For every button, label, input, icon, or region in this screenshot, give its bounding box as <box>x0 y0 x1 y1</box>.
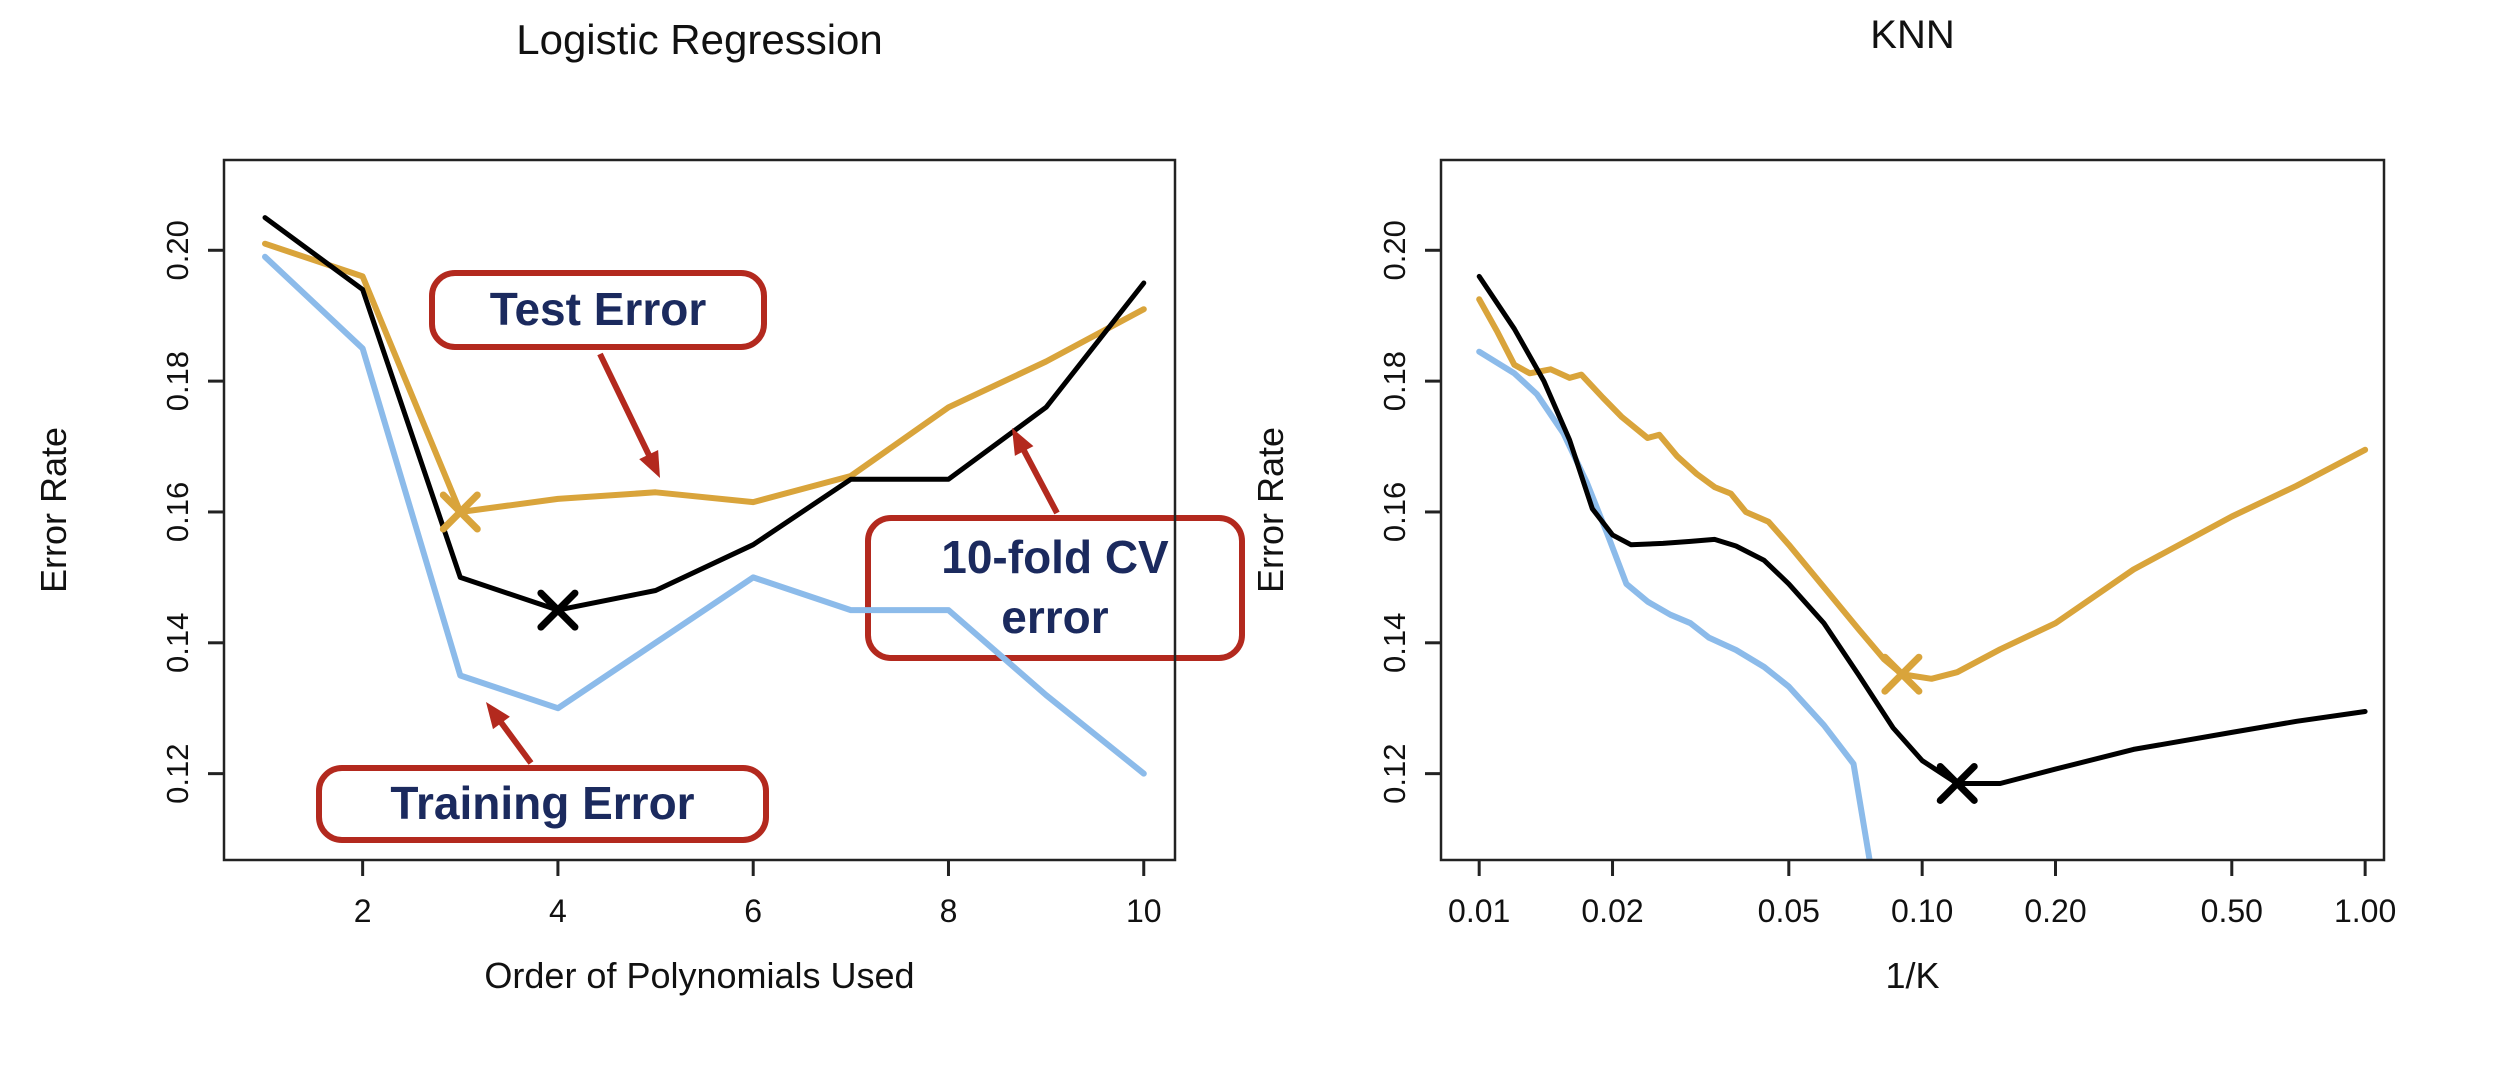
y-tick-label: 0.18 <box>1377 351 1412 411</box>
y-tick-label: 0.14 <box>1377 613 1412 673</box>
series-training-error <box>262 253 1147 777</box>
series-training-error <box>1476 348 1873 860</box>
min-marker <box>537 589 579 631</box>
panel-title: Logistic Regression <box>516 16 883 63</box>
y-tick-label: 0.16 <box>160 482 195 542</box>
test-error-callout: Test Error <box>429 270 767 350</box>
plot-frame <box>222 158 1177 862</box>
x-tick-label: 0.01 <box>1448 893 1510 929</box>
y-axis-label: Error Rate <box>1250 427 1291 593</box>
x-axis-label: 1/K <box>1885 955 1939 996</box>
x-tick-label: 8 <box>940 893 958 929</box>
y-tick-label: 0.14 <box>160 613 195 673</box>
series-test-error <box>262 240 1147 515</box>
x-tick-label: 0.50 <box>2201 893 2263 929</box>
min-marker <box>439 491 481 533</box>
cv-error-callout: 10-fold CV error <box>865 515 1245 661</box>
x-tick-label: 2 <box>354 893 372 929</box>
cv-error-callout-arrow <box>1012 428 1060 515</box>
x-tick-label: 0.05 <box>1758 893 1820 929</box>
series-test-error <box>1476 296 2369 682</box>
x-tick-label: 6 <box>744 893 762 929</box>
x-tick-label: 10 <box>1126 893 1162 929</box>
x-tick-label: 0.02 <box>1581 893 1643 929</box>
y-axis-label: Error Rate <box>33 427 74 593</box>
y-tick-label: 0.16 <box>1377 482 1412 542</box>
min-marker <box>1936 762 1978 804</box>
x-axis-label: Order of Polynomials Used <box>484 955 914 996</box>
x-tick-label: 1.00 <box>2334 893 2396 929</box>
series-10-fold-cv-error <box>1476 273 2368 786</box>
x-tick-label: 0.20 <box>2024 893 2086 929</box>
y-tick-label: 0.18 <box>160 351 195 411</box>
panel-logistic-regression: Logistic Regression 2 4 6 8 10 0.12 0.14 0.16 0.1… <box>33 16 1177 996</box>
min-marker <box>1881 653 1923 695</box>
series-10-fold-cv-error <box>262 215 1147 613</box>
y-tick-label: 0.20 <box>160 220 195 280</box>
panel-knn: KNN 0.01 0.02 0.05 0.10 0.20 0.50 1.00 0.12 0.14 0… <box>1250 13 2396 996</box>
y-tick-label: 0.20 <box>1377 220 1412 280</box>
panel-title: KNN <box>1870 13 1954 57</box>
x-tick-label: 4 <box>549 893 567 929</box>
test-error-callout-arrow <box>597 352 660 478</box>
y-tick-label: 0.12 <box>160 743 195 803</box>
training-error-callout: Training Error <box>316 765 769 843</box>
plot-frame <box>1439 158 2386 862</box>
y-tick-label: 0.12 <box>1377 743 1412 803</box>
x-tick-label: 0.10 <box>1891 893 1953 929</box>
training-error-callout-arrow <box>486 702 534 765</box>
